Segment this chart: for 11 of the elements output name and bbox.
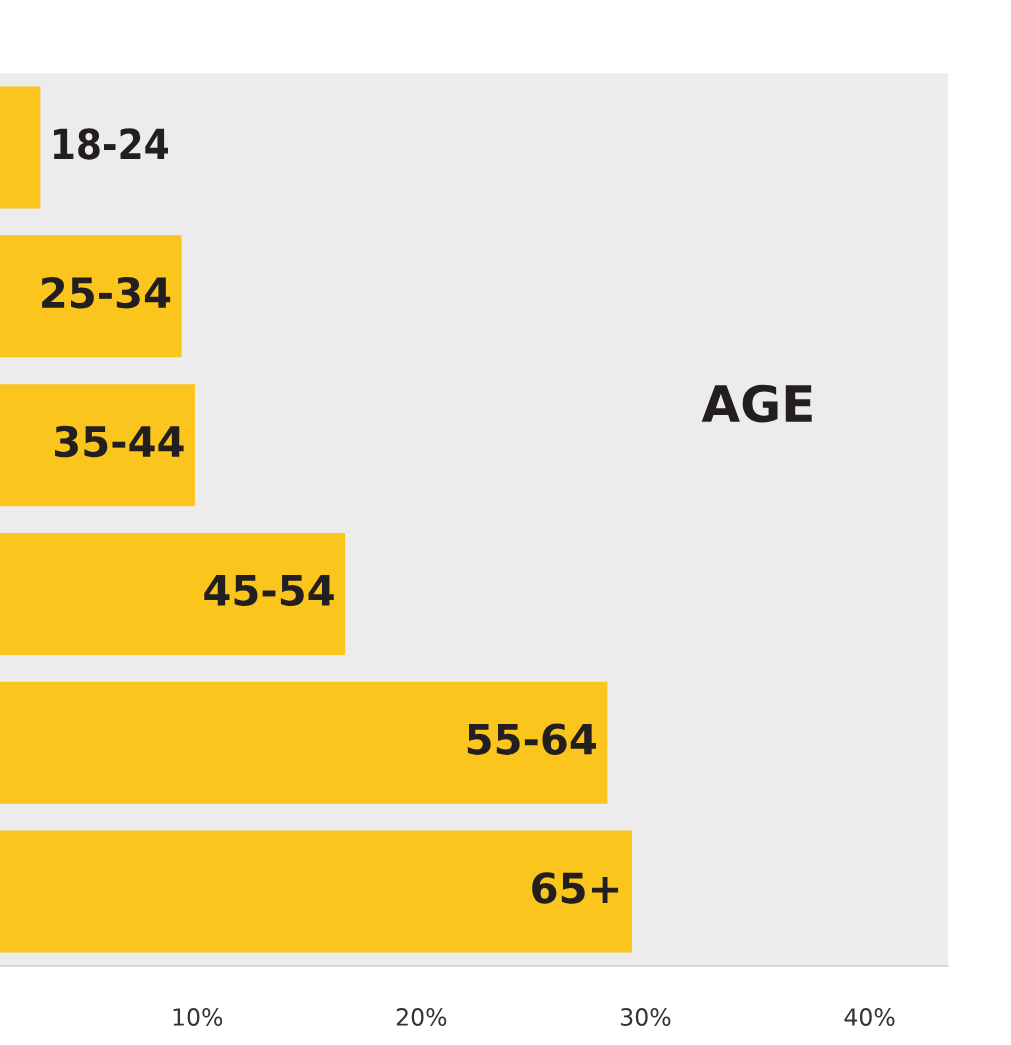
y-tick-label: 25-34 [42, 276, 171, 309]
y-tick-label: 45-54 [204, 575, 334, 607]
y-tick-label: 18-24 [54, 128, 169, 160]
y-tick-label: 55-64 [467, 723, 596, 755]
annotation: AGE [701, 384, 812, 423]
x-tick-label: 30% [621, 1008, 671, 1026]
y-tick-label: 65+ [532, 872, 619, 904]
x-tick-label: 20% [396, 1008, 447, 1026]
x-tick-label: 10% [173, 1008, 223, 1026]
y-tick-label: 35-44 [55, 425, 184, 458]
x-tick-label: 40% [844, 1008, 895, 1026]
